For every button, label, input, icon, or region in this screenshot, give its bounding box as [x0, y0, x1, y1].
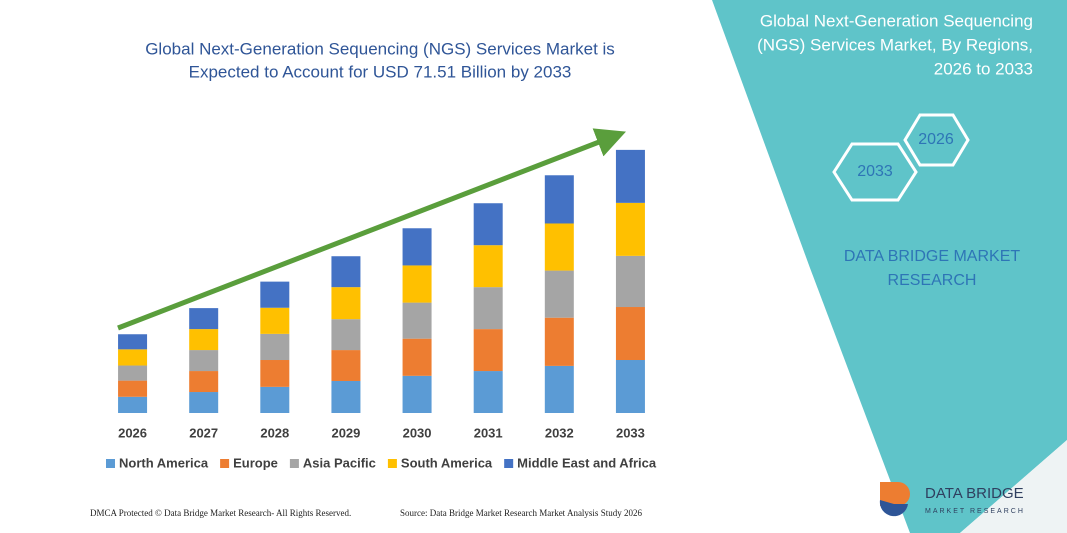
bar-segment: [118, 396, 148, 413]
bar-segment: [615, 307, 645, 361]
bar-segment: [544, 365, 574, 413]
legend-label: North America: [119, 455, 209, 470]
bar-segment: [473, 371, 503, 413]
logo-name: DATA BRIDGE: [925, 485, 1024, 502]
trend-arrow: [117, 128, 626, 331]
logo-mark: [879, 500, 908, 517]
x-tick-label: 2031: [474, 425, 503, 440]
chart-title: Global Next-Generation Sequencing (NGS) …: [145, 39, 615, 58]
bar-segment: [402, 302, 432, 339]
x-tick-label: 2033: [616, 425, 645, 440]
logo-tagline: MARKET RESEARCH: [925, 508, 1025, 515]
panel-title: (NGS) Services Market, By Regions,: [757, 35, 1033, 54]
logo-area: [840, 440, 1067, 533]
bar-segment: [118, 349, 148, 366]
brand-text: RESEARCH: [888, 272, 977, 289]
legend-swatch: [289, 459, 299, 468]
bar-segment: [473, 203, 503, 246]
bar-segment: [615, 255, 645, 308]
bar-segment: [402, 338, 432, 376]
x-tick-label: 2030: [403, 425, 432, 440]
bar-segment: [331, 287, 361, 320]
legend-label: Asia Pacific: [303, 455, 376, 470]
bar-segment: [118, 365, 148, 381]
bar-segment: [615, 149, 645, 203]
bar-segment: [260, 281, 290, 308]
legend-swatch: [220, 459, 230, 468]
bar-segment: [402, 265, 432, 303]
hexagon: [903, 113, 970, 167]
legend-swatch: [504, 459, 514, 468]
hex-label: 2026: [918, 131, 954, 148]
hex-label: 2033: [857, 163, 893, 180]
footer-text: DMCA Protected © Data Bridge Market Rese…: [90, 508, 351, 518]
bar-segment: [402, 228, 432, 266]
x-tick-label: 2027: [189, 425, 218, 440]
bar-segment: [544, 223, 574, 271]
bar-segment: [473, 245, 503, 288]
bar-segment: [544, 317, 574, 366]
bar-segment: [189, 392, 219, 413]
legend-swatch: [387, 459, 397, 468]
panel-title: 2026 to 2033: [934, 59, 1033, 78]
bar-segment: [473, 329, 503, 372]
hexagon: [832, 142, 918, 202]
bar-segment: [118, 380, 148, 397]
legend-label: Europe: [233, 455, 278, 470]
bar-segment: [331, 380, 361, 413]
legend-swatch: [106, 459, 115, 468]
bar-segment: [189, 308, 219, 330]
legend-label: Middle East and Africa: [517, 455, 657, 470]
bar-segment: [331, 350, 361, 381]
bar-segment: [544, 270, 574, 318]
bar-segment: [260, 333, 290, 361]
bar-segment: [331, 319, 361, 351]
panel-title: Global Next-Generation Sequencing: [760, 11, 1033, 30]
bar-segment: [260, 386, 290, 413]
x-tick-label: 2029: [331, 425, 360, 440]
brand-text: DATA BRIDGE MARKET: [844, 248, 1021, 265]
bar-segment: [473, 287, 503, 330]
x-tick-label: 2026: [118, 425, 147, 440]
bar-segment: [118, 334, 148, 350]
bar-segment: [331, 256, 361, 288]
bar-segment: [615, 202, 645, 256]
x-tick-label: 2032: [545, 425, 574, 440]
chart-title: Expected to Account for USD 71.51 Billio…: [189, 62, 572, 81]
footer-text: Source: Data Bridge Market Research Mark…: [400, 508, 642, 518]
bar-segment: [189, 329, 219, 351]
side-panel: [712, 0, 1067, 533]
bar-segment: [260, 360, 290, 387]
logo-mark: [880, 482, 910, 506]
legend-label: South America: [401, 455, 493, 470]
x-tick-label: 2028: [260, 425, 289, 440]
bar-segment: [189, 350, 219, 372]
bar-segment: [260, 307, 290, 334]
bar-segment: [544, 175, 574, 224]
bar-segment: [615, 360, 645, 413]
bar-segment: [402, 375, 432, 413]
bar-segment: [189, 371, 219, 393]
